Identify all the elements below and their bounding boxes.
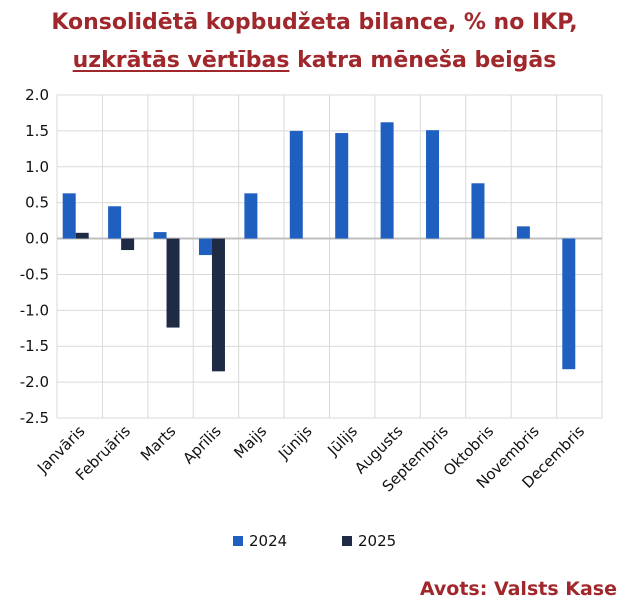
bar-2024-novembris — [516, 226, 530, 239]
legend-label-2025: 2025 — [358, 532, 397, 550]
chart-title-line-2: uzkrātās vērtības katra mēneša beigās — [0, 48, 629, 73]
bar-2024-augusts — [380, 122, 394, 239]
legend-label-2024: 2024 — [249, 532, 288, 550]
chart-title-line-1: Konsolidētā kopbudžeta bilance, % no IKP… — [51, 10, 578, 35]
y-tick-label: 1.5 — [25, 122, 49, 140]
y-tick-label: -0.5 — [20, 265, 49, 283]
source-note: Avots: Valsts Kase — [419, 578, 617, 600]
y-tick-label: 0.0 — [25, 230, 49, 248]
bar-2024-maijs — [244, 193, 258, 239]
bar-2025-aprīlis — [211, 238, 225, 372]
bar-2024-septembris — [426, 130, 440, 239]
y-tick-label: -1.0 — [20, 301, 49, 319]
y-tick-label: 1.0 — [25, 158, 49, 176]
bar-2024-janvāris — [62, 193, 76, 239]
legend-swatch-2025 — [342, 536, 352, 546]
x-tick-label: Marts — [137, 422, 180, 465]
x-tick-label: Jūlijs — [323, 422, 361, 460]
chart-title-rest: katra mēneša beigās — [289, 48, 557, 73]
x-tick-label: Jūnijs — [274, 422, 316, 464]
x-tick-label: Maijs — [230, 422, 270, 462]
chart-title-underlined: uzkrātās vērtības — [72, 48, 290, 73]
bar-2025-janvāris — [75, 232, 89, 239]
y-tick-label: -1.5 — [20, 337, 49, 355]
bar-2025-februāris — [121, 238, 135, 251]
bar-2024-jūnijs — [289, 130, 303, 239]
y-tick-label: -2.0 — [20, 373, 49, 391]
bar-2024-decembris — [562, 238, 576, 370]
bar-2024-oktobris — [471, 183, 485, 239]
bar-2024-aprīlis — [198, 238, 212, 256]
y-tick-label: -2.5 — [20, 409, 49, 427]
bar-2024-jūlijs — [335, 133, 349, 239]
bar-2025-marts — [166, 238, 180, 328]
legend-swatch-2024 — [233, 536, 243, 546]
bar-2024-februāris — [108, 206, 122, 239]
y-tick-label: 0.5 — [25, 194, 49, 212]
x-tick-label: Aprīlis — [179, 422, 225, 468]
bar-2024-marts — [153, 232, 167, 239]
legend-item-2025: 2025 — [342, 532, 396, 550]
y-tick-label: 2.0 — [25, 86, 49, 104]
legend-item-2024: 2024 — [233, 532, 287, 550]
